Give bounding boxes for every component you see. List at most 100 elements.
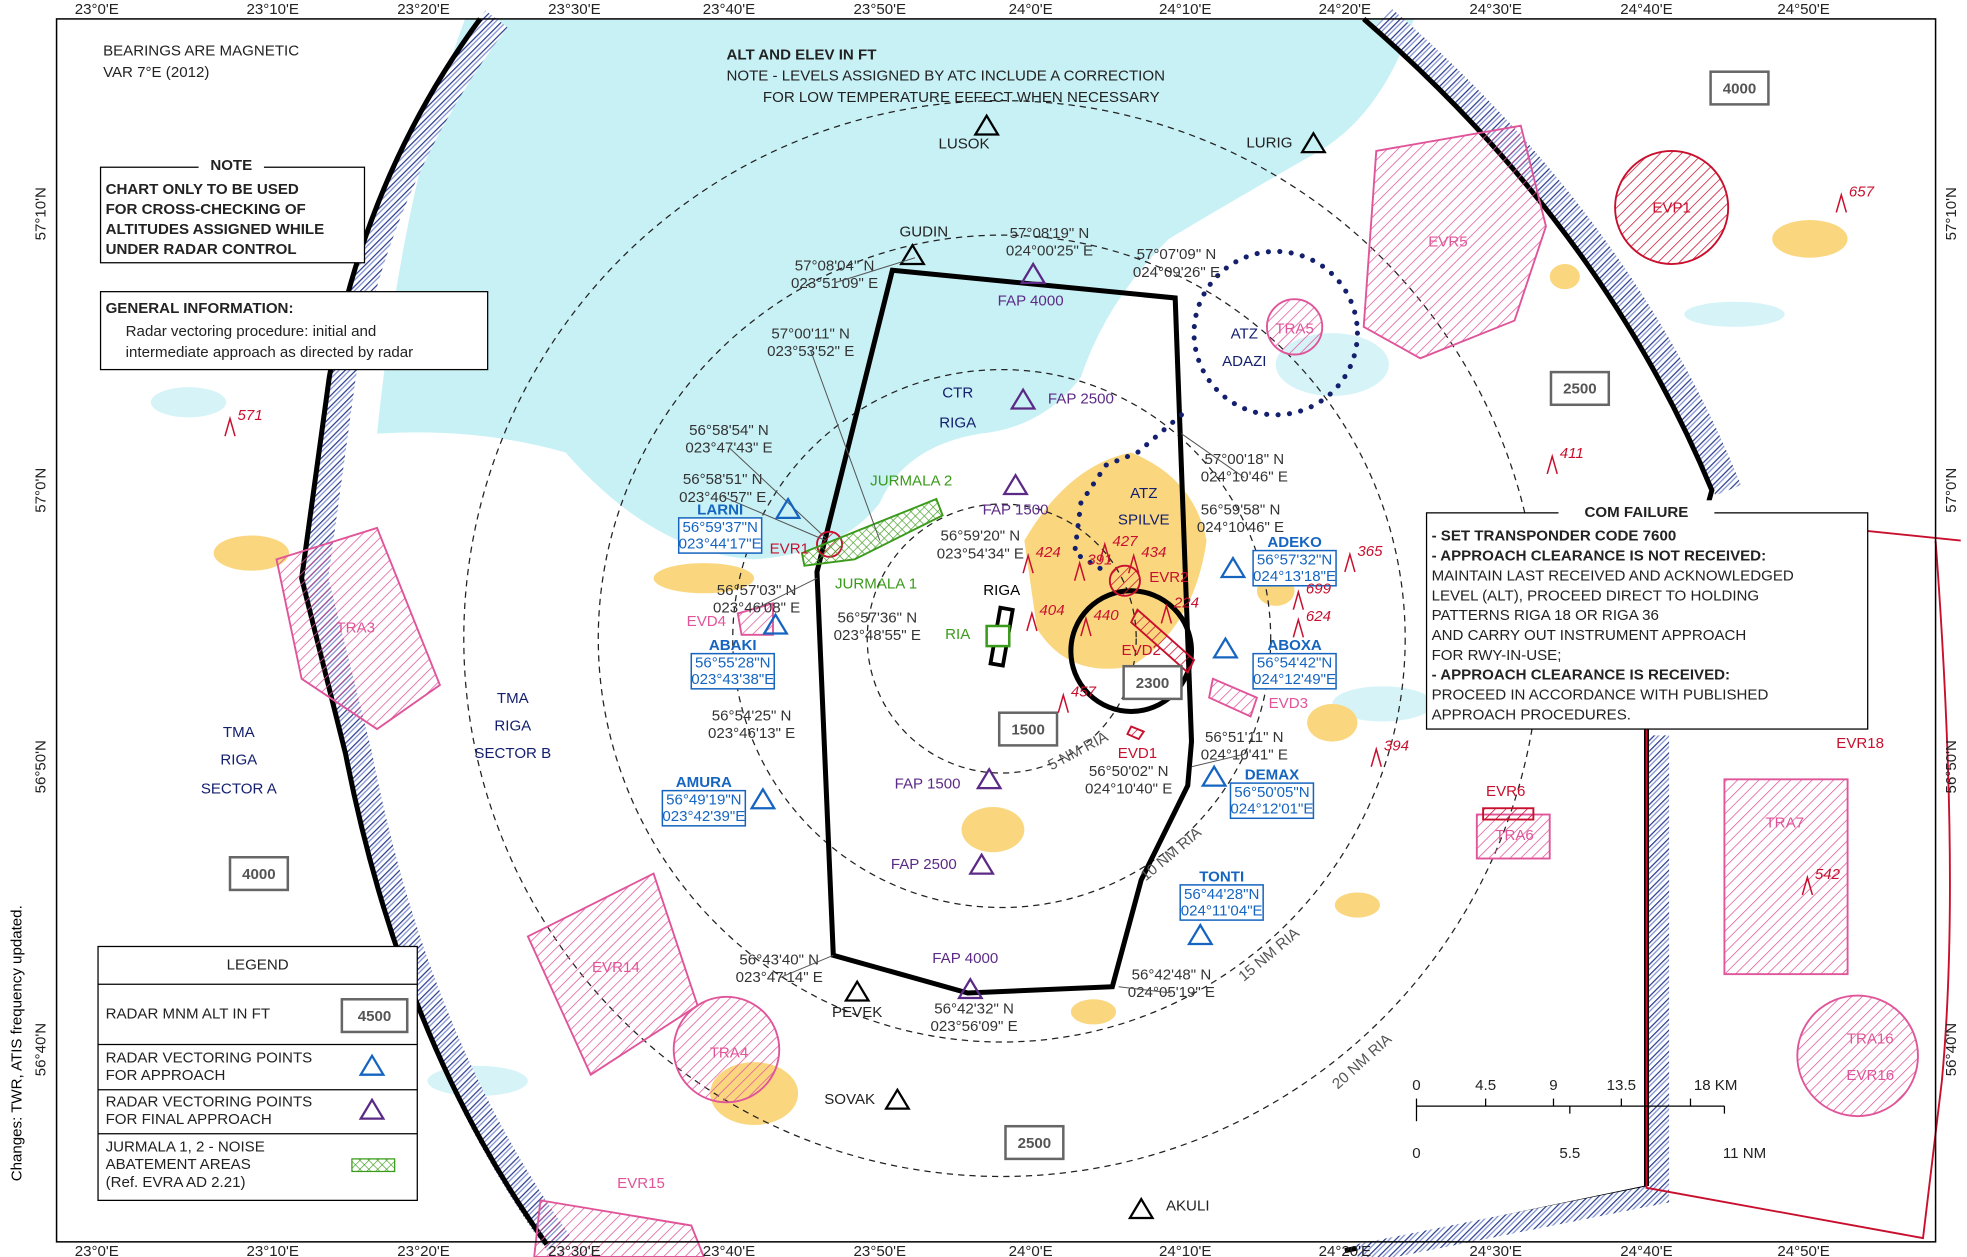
waypoint-label: LURIG <box>1246 134 1292 151</box>
coordinate-label: 023°51'09" E <box>791 275 878 292</box>
restricted-areas <box>275 124 1919 1257</box>
longitude-label: 24°0'E <box>1009 1243 1053 1257</box>
tma-boundary <box>1344 17 1715 1254</box>
sector-label: RIGA <box>939 415 977 432</box>
legend-text: JURMALA 1, 2 - NOISE <box>106 1139 265 1156</box>
latitude-label: 57°0'N <box>1943 468 1960 513</box>
scale-label: 9 <box>1549 1077 1557 1094</box>
waypoint-symbol <box>899 242 926 266</box>
vectoring-box <box>1252 549 1337 587</box>
note-title: NOTE <box>210 157 252 174</box>
altitude-label: 2300 <box>1136 675 1170 692</box>
coordinate-label: 024°05'19" E <box>1128 984 1215 1001</box>
tma-hatch <box>1355 735 1670 1257</box>
sector-label: ATZ <box>1231 325 1258 342</box>
obstacle-symbol <box>1057 692 1070 713</box>
area-label: EVD1 <box>1118 745 1157 762</box>
vectoring-symbol <box>1219 555 1247 579</box>
coordinate-label: 56°59'58" N <box>1201 501 1281 518</box>
com-failure-line: - APPROACH CLEARANCE IS RECEIVED: <box>1432 667 1731 684</box>
altitude-label: 4000 <box>1723 80 1757 97</box>
sea <box>377 18 1414 560</box>
obstacle-symbol <box>224 415 236 437</box>
com-failure-box <box>1425 512 1869 730</box>
altitude-label: 4000 <box>242 866 276 883</box>
elevation-label: 657 <box>1849 183 1875 200</box>
legend-text: ABATEMENT AREAS <box>106 1156 251 1173</box>
elevation-label: 404 <box>1039 602 1064 619</box>
longitude-label: 23°0'E <box>75 1 119 18</box>
info-line: Radar vectoring procedure: initial and <box>126 323 377 340</box>
longitude-label: 24°50'E <box>1777 1243 1830 1257</box>
longitude-label: 23°30'E <box>548 1243 601 1257</box>
leader-line <box>722 496 826 541</box>
elevation-label: 699 <box>1306 581 1332 598</box>
coordinate-label: 024°10'46" E <box>1197 519 1284 536</box>
tma-boundary <box>299 17 549 1246</box>
legend-text: FOR APPROACH <box>106 1067 226 1084</box>
coordinate-label: 56°58'51" N <box>683 471 763 488</box>
coordinate-label: 024°00'25" E <box>1006 242 1093 259</box>
fap-label: FAP 1500 <box>983 501 1049 518</box>
elevation-label: 394 <box>1384 738 1409 755</box>
latitude-label: 56°50'N <box>32 740 49 793</box>
scale-label: 0 <box>1412 1077 1420 1094</box>
vectoring-name: AMURA <box>676 774 732 791</box>
legend-noise-swatch <box>351 1158 396 1173</box>
sector-label: TMA <box>223 724 256 741</box>
coordinate-label: 56°58'54" N <box>689 422 769 439</box>
scale-label: 13.5 <box>1607 1077 1636 1094</box>
vectoring-box <box>661 789 747 827</box>
altitude-box <box>1122 664 1183 701</box>
leader-line <box>834 257 916 284</box>
fap-symbol <box>1019 261 1047 284</box>
area-label: EVR6 <box>1486 783 1525 800</box>
scale-label: 18 KM <box>1694 1077 1738 1094</box>
vectoring-lon: 024°12'49"E <box>1253 671 1336 688</box>
coordinate-label: 56°57'03" N <box>717 582 797 599</box>
coordinate-label: 56°57'36" N <box>837 609 917 626</box>
sector-label: SECTOR B <box>474 745 551 762</box>
jurmala-area <box>800 497 944 567</box>
fap-symbol <box>968 852 995 875</box>
elevation-label: 427 <box>1112 533 1138 550</box>
leader-line <box>1191 753 1245 768</box>
longitude-label: 23°10'E <box>246 1 299 18</box>
elevation-label: 440 <box>1093 607 1119 624</box>
obstacle-symbol <box>1292 589 1305 610</box>
area-label: EVD2 <box>1122 642 1161 659</box>
sector-label: SECTOR A <box>201 780 278 797</box>
leader-line <box>779 954 834 979</box>
vectoring-box <box>677 517 763 554</box>
longitude-label: 23°10'E <box>246 1243 299 1257</box>
vectoring-lon: 023°43'38"E <box>691 671 774 688</box>
vectoring-box <box>1229 782 1315 820</box>
area-label: TRA5 <box>1275 320 1314 337</box>
coordinate-label: 023°56'09" E <box>930 1018 1017 1035</box>
longitude-label: 23°40'E <box>703 1 756 18</box>
area-label: EVP1 <box>1652 200 1691 217</box>
coordinate-label: 57°08'19" N <box>1010 225 1090 242</box>
waypoint-symbol <box>973 113 1000 136</box>
scale-label: 0 <box>1412 1145 1420 1162</box>
changes-note: Changes: TWR, ATIS frequency updated. <box>9 905 26 1181</box>
altitude-box <box>1709 70 1770 106</box>
coordinate-label: 024°10'40" E <box>1085 780 1172 797</box>
sector-label: RIGA <box>494 718 532 735</box>
sector-label: CTR <box>942 384 973 401</box>
vectoring-lat: 56°59'37"N <box>682 519 757 536</box>
longitude-label: 24°40'E <box>1620 1243 1673 1257</box>
coordinate-label: 023°47'43" E <box>685 440 772 457</box>
leader-line <box>1118 986 1172 994</box>
longitude-label: 24°20'E <box>1319 1243 1372 1257</box>
vectoring-lat: 56°44'28"N <box>1184 886 1259 903</box>
elevation-label: 571 <box>238 407 263 424</box>
area-label: TRA7 <box>1765 814 1804 831</box>
sector-label: ATZ <box>1130 485 1157 502</box>
header-text: NOTE - LEVELS ASSIGNED BY ATC INCLUDE A … <box>726 68 1165 85</box>
longitude-label: 24°0'E <box>1009 1 1053 18</box>
elevation-label: 624 <box>1306 608 1331 625</box>
latitude-label: 56°40'N <box>32 1023 49 1076</box>
elevation-label: 542 <box>1815 866 1841 883</box>
obstacle-symbol <box>1073 560 1086 581</box>
